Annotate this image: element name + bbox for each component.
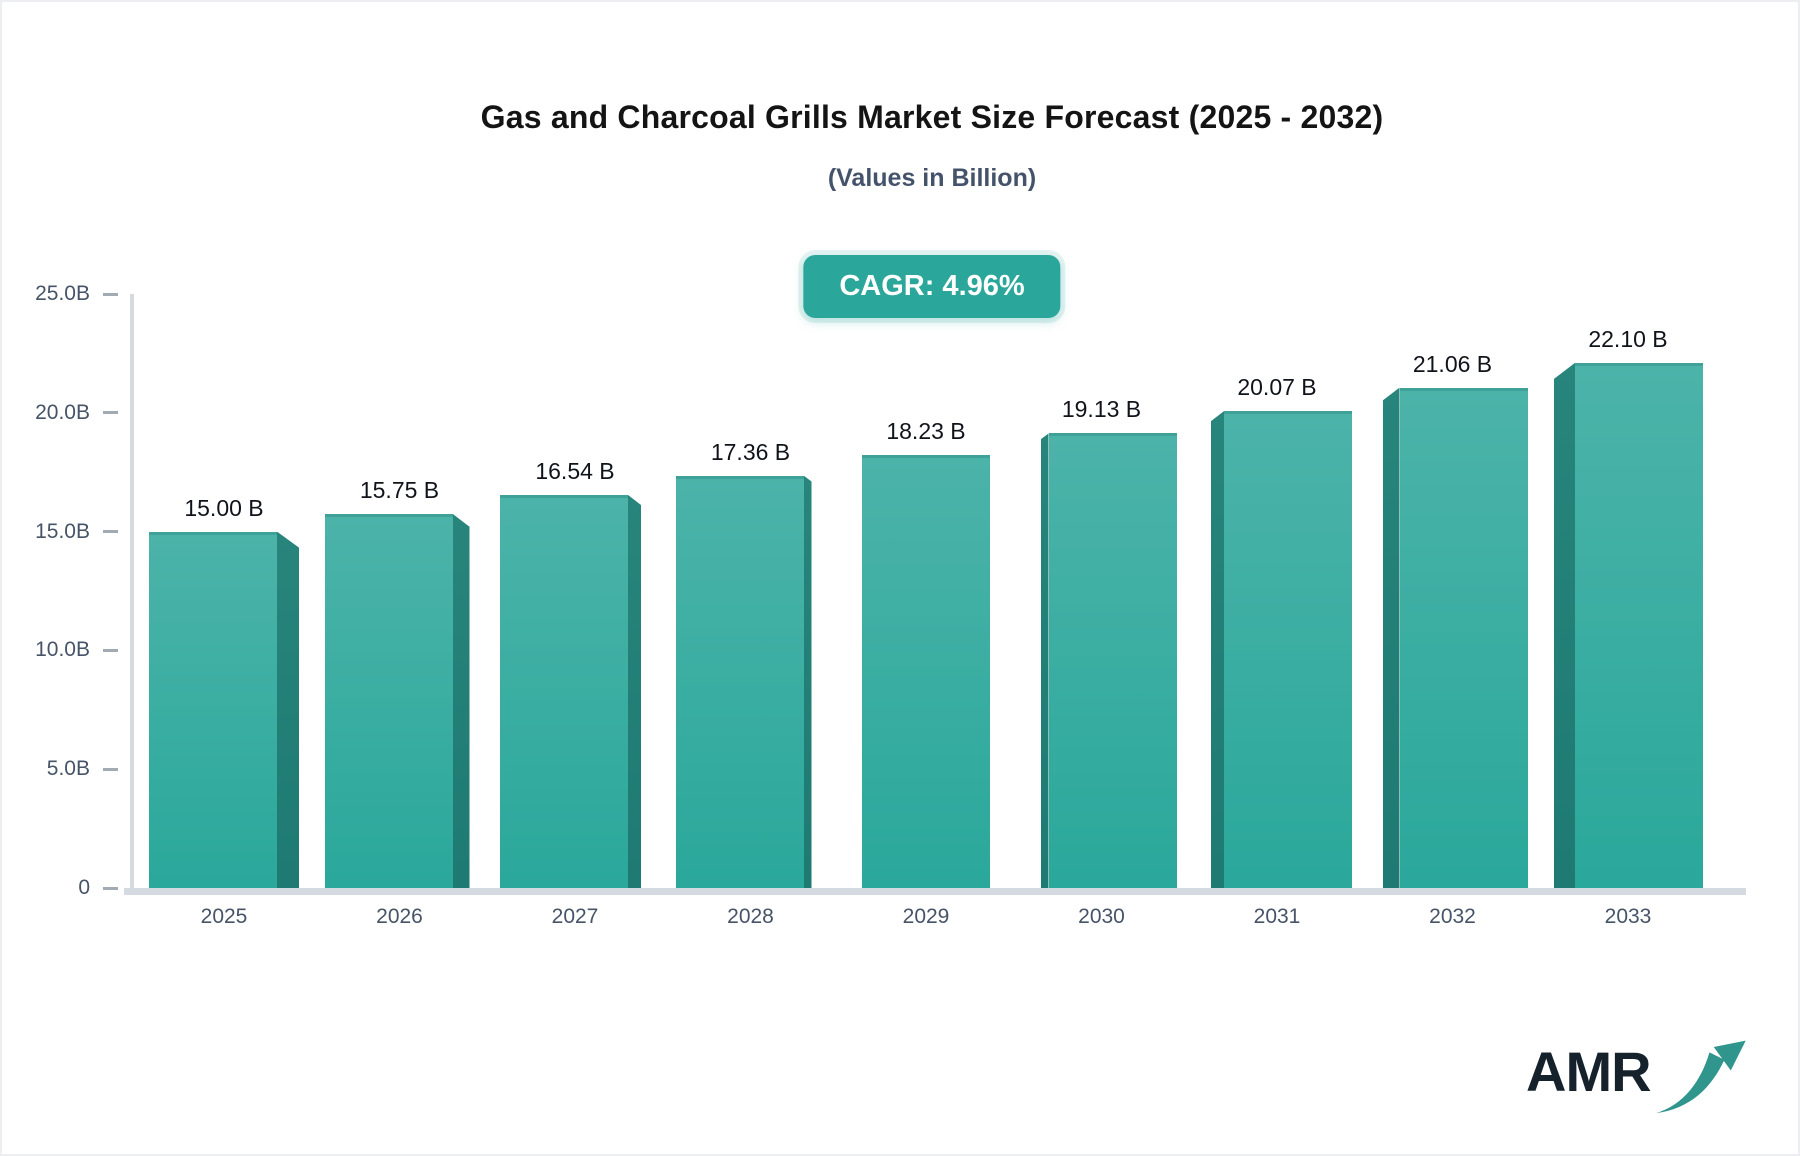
bar-side-shadow-2025 — [277, 531, 299, 888]
bar-value-label-2032: 21.06 B — [1412, 350, 1493, 377]
bar-value-label-2025: 15.00 B — [184, 494, 264, 521]
y-axis-label: 10.0B — [35, 638, 90, 662]
x-axis-label-2028: 2028 — [727, 905, 774, 928]
x-axis-label-2026: 2026 — [376, 905, 423, 928]
bar-side-shadow-2027 — [628, 495, 641, 888]
bar-side-shadow-2032 — [1382, 387, 1400, 888]
chart-subtitle: (Values in Billion) — [827, 164, 1037, 192]
x-axis-label-2027: 2027 — [551, 905, 599, 928]
bar-value-label-2027: 16.54 B — [535, 458, 615, 484]
bar-side-shadow-2031 — [1211, 411, 1224, 888]
y-axis-tick — [103, 767, 118, 771]
x-axis-label-2025: 2025 — [200, 905, 248, 928]
y-axis-tick — [103, 886, 118, 890]
bar-side-shadow-2026 — [452, 513, 470, 888]
amr-logo-text: AMR — [1526, 1040, 1652, 1103]
x-axis-baseline — [124, 888, 1746, 895]
y-axis-line — [130, 294, 134, 895]
y-axis-tick — [103, 648, 118, 652]
x-axis-label-2029: 2029 — [902, 905, 950, 928]
y-axis-tick — [103, 530, 118, 534]
bar-value-label-2028: 17.36 B — [710, 438, 791, 465]
y-axis-label: 15.0B — [35, 519, 90, 543]
bar-value-label-2033: 22.10 B — [1588, 325, 1668, 352]
bar-2030 — [1048, 433, 1177, 888]
x-axis-label-2031: 2031 — [1253, 905, 1301, 928]
bar-2025 — [149, 531, 277, 888]
amr-logo: AMR — [1526, 1034, 1746, 1126]
bar-2033 — [1575, 362, 1703, 888]
bar-2027 — [500, 495, 628, 888]
x-axis-label-2032: 2032 — [1429, 905, 1476, 928]
x-axis-label-2033: 2033 — [1604, 905, 1652, 928]
bar-2026 — [324, 513, 453, 888]
cagr-badge: CAGR: 4.96% — [803, 255, 1061, 318]
bar-2031 — [1224, 411, 1352, 888]
y-axis-label: 5.0B — [46, 757, 90, 781]
chart-title: Gas and Charcoal Grills Market Size Fore… — [480, 99, 1384, 135]
bar-2032 — [1399, 387, 1528, 888]
y-axis-tick — [103, 411, 118, 415]
bar-side-shadow-2030 — [1040, 433, 1049, 888]
bar-2028 — [675, 475, 804, 888]
y-axis-label: 0 — [78, 876, 90, 899]
bar-value-label-2026: 15.75 B — [359, 476, 440, 503]
y-axis-label: 25.0B — [35, 282, 90, 305]
bar-value-label-2029: 18.23 B — [886, 417, 966, 444]
y-axis-label: 20.0B — [35, 400, 90, 424]
bar-side-shadow-2033 — [1554, 362, 1575, 888]
growth-arrow-icon — [1656, 1040, 1746, 1114]
x-axis-label-2030: 2030 — [1078, 905, 1125, 928]
bar-value-label-2031: 20.07 B — [1237, 374, 1317, 401]
bar-2029 — [862, 454, 990, 888]
bar-side-shadow-2028 — [803, 475, 812, 888]
bar-value-label-2030: 19.13 B — [1061, 396, 1142, 423]
y-axis-tick — [103, 292, 118, 296]
